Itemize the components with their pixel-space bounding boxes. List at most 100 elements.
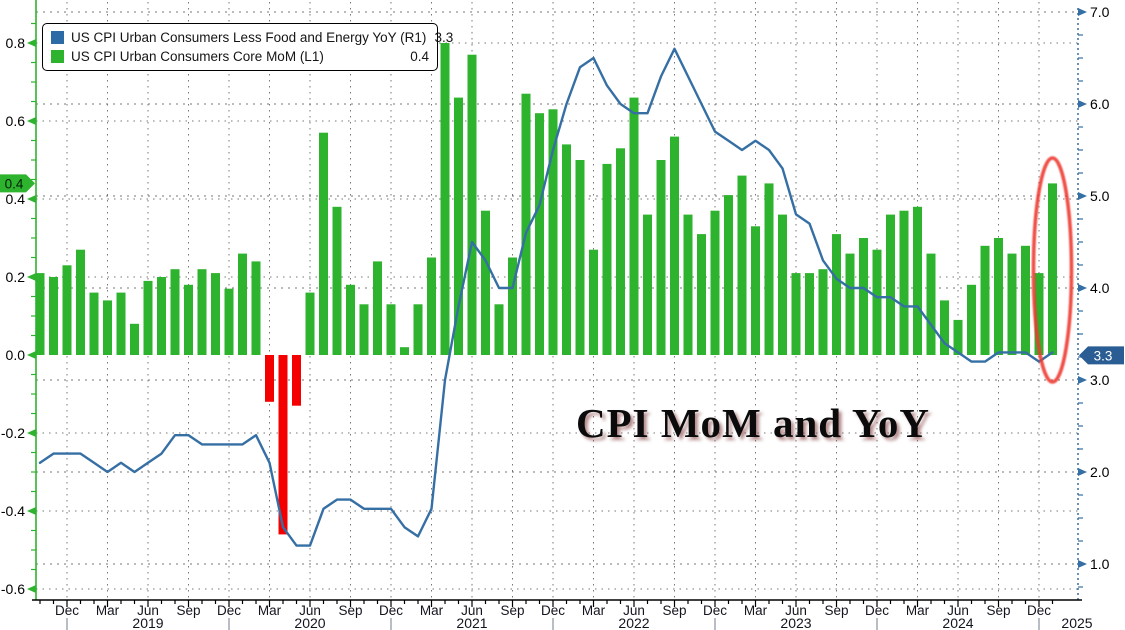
mom-bar [76, 249, 85, 355]
right-tick-arrow-icon [1078, 100, 1087, 108]
x-axis-month-label: Dec [379, 603, 403, 618]
mom-bar [562, 144, 571, 355]
left-axis-tick-label: 0.0 [6, 347, 26, 363]
x-axis-month-label: Dec [55, 603, 79, 618]
mom-bar [211, 273, 220, 355]
mom-bar [832, 234, 841, 355]
x-axis-year-label: 2025 [1061, 615, 1092, 630]
mom-bar [373, 261, 382, 355]
left-tick-arrow-icon [27, 507, 36, 515]
mom-bar [535, 113, 544, 355]
right-tick-arrow-icon [1078, 8, 1087, 16]
x-axis-year-label: 2024 [942, 615, 973, 630]
mom-bar [737, 175, 747, 355]
left-axis-tick-label: 0.4 [6, 191, 26, 207]
left-current-value-badge: 0.4 [0, 174, 35, 193]
left-tick-arrow-icon [27, 351, 36, 359]
mom-bar [629, 97, 639, 355]
mom-bar [481, 210, 490, 355]
mom-bar [130, 323, 139, 355]
mom-bar [278, 355, 288, 535]
x-axis-month-label: Mar [420, 603, 444, 618]
mom-bar [616, 148, 625, 355]
mom-bar [184, 284, 193, 355]
mom-bar [643, 214, 652, 355]
mom-bar [913, 206, 922, 355]
mom-bar [656, 160, 666, 355]
x-axis-month-label: Jun [461, 603, 483, 618]
mom-bar [49, 277, 58, 355]
x-axis-month-label: Dec [217, 603, 241, 618]
x-axis-month-label: Mar [258, 603, 282, 618]
mom-bar [589, 249, 598, 355]
yoy-series-swatch-icon [51, 31, 64, 44]
mom-bar [683, 214, 693, 355]
x-axis-month-label: Jun [299, 603, 321, 618]
right-tick-arrow-icon [1078, 376, 1087, 384]
mom-bar [967, 284, 976, 355]
mom-bar [143, 280, 153, 355]
right-axis-tick-label: 7.0 [1090, 4, 1110, 20]
mom-bar [467, 54, 477, 355]
mom-series-value: 0.4 [410, 49, 429, 64]
legend-row-mom: US CPI Urban Consumers Core MoM (L1) 0.4 [51, 48, 429, 65]
mom-bar [697, 234, 706, 355]
mom-bar [859, 238, 868, 355]
mom-bar [1021, 245, 1030, 355]
mom-bar [116, 292, 126, 355]
mom-bar [89, 292, 99, 355]
mom-bar [953, 319, 963, 355]
x-axis-month-label: Sep [500, 603, 524, 618]
x-axis-month-label: Sep [338, 603, 362, 618]
mom-bar [940, 300, 949, 355]
mom-bar [845, 253, 855, 355]
mom-bar [548, 109, 558, 355]
right-axis-labels: 7.0 6.0 5.0 4.0 3.0 2.0 1.0 [1078, 4, 1110, 588]
mom-bar [724, 195, 733, 355]
mom-bar [413, 304, 423, 355]
x-axis-month-label: Sep [662, 603, 686, 618]
mom-bar [251, 261, 261, 355]
right-tick-arrow-icon [1078, 284, 1087, 292]
mom-bar [508, 257, 517, 355]
svg-text:0.4: 0.4 [5, 176, 24, 191]
yoy-line [38, 47, 1054, 547]
mom-series-label: US CPI Urban Consumers Core MoM (L1) [71, 49, 324, 64]
mom-bar [454, 97, 463, 355]
x-axis-month-label: Dec [703, 603, 727, 618]
right-axis-tick-label: 2.0 [1090, 464, 1110, 480]
mom-bar [1048, 183, 1057, 355]
right-axis-tick-label: 5.0 [1090, 188, 1110, 204]
mom-bar [346, 284, 355, 355]
mom-bar [292, 355, 301, 406]
right-axis-tick-label: 1.0 [1090, 556, 1110, 572]
x-axis-year-label: 2022 [618, 615, 649, 630]
x-axis-month-label: Mar [582, 603, 606, 618]
mom-bar [764, 183, 774, 355]
left-tick-arrow-icon [27, 585, 36, 593]
mom-bar [575, 160, 585, 355]
mom-bar [319, 132, 328, 355]
left-axis-labels: 0.8 0.6 0.4 0.2 0.0 -0.2 -0.4 -0.6 [1, 22, 36, 597]
x-axis-month-label: Mar [744, 603, 768, 618]
left-axis-tick-label: -0.4 [1, 503, 25, 519]
mom-bar [494, 304, 504, 355]
x-axis-year-label: 2023 [780, 615, 811, 630]
mom-bar [521, 93, 531, 355]
mom-bar [170, 269, 180, 355]
left-tick-arrow-icon [27, 195, 36, 203]
chart-legend: US CPI Urban Consumers Less Food and Ene… [42, 23, 453, 71]
mom-bar [751, 226, 760, 355]
left-tick-arrow-icon [27, 273, 36, 281]
right-axis-tick-label: 6.0 [1090, 96, 1110, 112]
mom-bars [35, 43, 1057, 535]
mom-bar [805, 273, 814, 355]
legend-row-yoy: US CPI Urban Consumers Less Food and Ene… [51, 29, 453, 46]
mom-bar [265, 355, 274, 402]
mom-bar [778, 214, 787, 355]
svg-text:3.3: 3.3 [1094, 348, 1113, 363]
mom-bar [710, 210, 720, 355]
x-axis-month-label: Dec [865, 603, 889, 618]
